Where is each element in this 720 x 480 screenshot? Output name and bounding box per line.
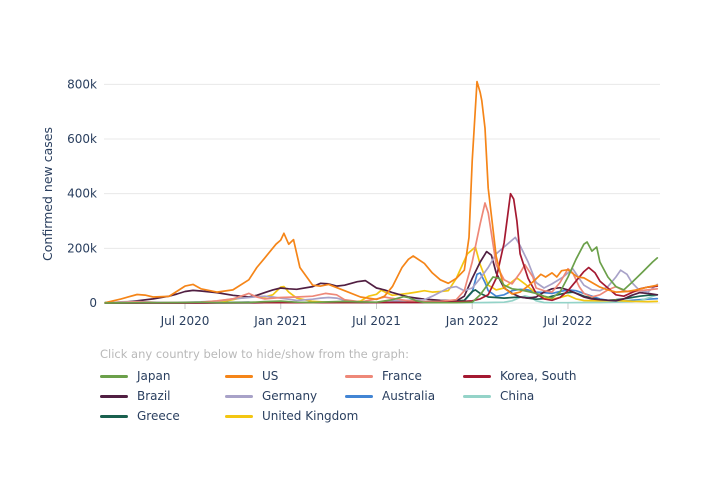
chart-legend: Japan Brazil Greece US Germany United Kingdom… — [100, 366, 603, 426]
legend-label-china: China — [500, 389, 535, 403]
x-tick-label: Jul 2021 — [351, 314, 401, 328]
x-tick-label: Jul 2022 — [543, 314, 593, 328]
legend-item-australia[interactable]: Australia — [345, 386, 463, 406]
legend-swatch-us — [225, 374, 253, 378]
y-tick-600k: 600k — [67, 132, 97, 146]
legend-label-brazil: Brazil — [137, 389, 171, 403]
legend-column-2: US Germany United Kingdom — [225, 366, 358, 426]
legend-label-japan: Japan — [137, 369, 171, 383]
legend-item-china[interactable]: China — [463, 386, 603, 406]
series-line-france — [104, 202, 659, 304]
y-tick-800k: 800k — [67, 77, 97, 91]
y-axis-title: Confirmed new cases — [40, 127, 55, 261]
legend-item-france[interactable]: France — [345, 366, 463, 386]
legend-label-united-kingdom: United Kingdom — [262, 409, 359, 423]
y-tick-0: 0 — [89, 296, 97, 310]
legend-label-france: France — [382, 369, 422, 383]
legend-swatch-japan — [100, 374, 128, 378]
series-line-us — [104, 80, 659, 304]
legend-swatch-china — [463, 394, 491, 398]
legend-column-3: France Australia — [345, 366, 463, 426]
legend-item-korea-south[interactable]: Korea, South — [463, 366, 603, 386]
legend-swatch-france — [345, 374, 373, 378]
legend-label-greece: Greece — [137, 409, 180, 423]
legend-label-korea-south: Korea, South — [500, 369, 577, 383]
legend-swatch-australia — [345, 394, 373, 398]
covid-line-chart: 0 200k 400k 600k 800k Jul 2020 Jan 2021 Jul 202… — [40, 77, 660, 328]
y-tick-200k: 200k — [67, 241, 97, 255]
series-line-germany — [104, 236, 659, 304]
legend-caption: Click any country below to hide/show fro… — [100, 347, 409, 361]
legend-label-us: US — [262, 369, 279, 383]
legend-item-united-kingdom[interactable]: United Kingdom — [225, 406, 358, 426]
legend-swatch-greece — [100, 414, 128, 418]
legend-column-4: Korea, South China — [463, 366, 603, 426]
legend-item-brazil[interactable]: Brazil — [100, 386, 225, 406]
legend-column-1: Japan Brazil Greece — [100, 366, 225, 426]
x-tick-label: Jan 2022 — [445, 314, 499, 328]
legend-swatch-brazil — [100, 394, 128, 398]
legend-swatch-korea-south — [463, 374, 491, 378]
legend-label-germany: Germany — [262, 389, 318, 403]
chart-svg: 0 200k 400k 600k 800k Jul 2020 Jan 2021 Jul 202… — [40, 77, 660, 328]
series-line-japan — [104, 241, 659, 304]
legend-swatch-united-kingdom — [225, 414, 253, 418]
y-tick-400k: 400k — [67, 187, 97, 201]
legend-item-japan[interactable]: Japan — [100, 366, 225, 386]
x-tick-label: Jan 2021 — [253, 314, 307, 328]
legend-item-germany[interactable]: Germany — [225, 386, 345, 406]
x-tick-label: Jul 2020 — [160, 314, 210, 328]
legend-item-us[interactable]: US — [225, 366, 345, 386]
series-line-korea-south — [104, 192, 659, 304]
legend-swatch-germany — [225, 394, 253, 398]
legend-item-greece[interactable]: Greece — [100, 406, 225, 426]
legend-label-australia: Australia — [382, 389, 436, 403]
